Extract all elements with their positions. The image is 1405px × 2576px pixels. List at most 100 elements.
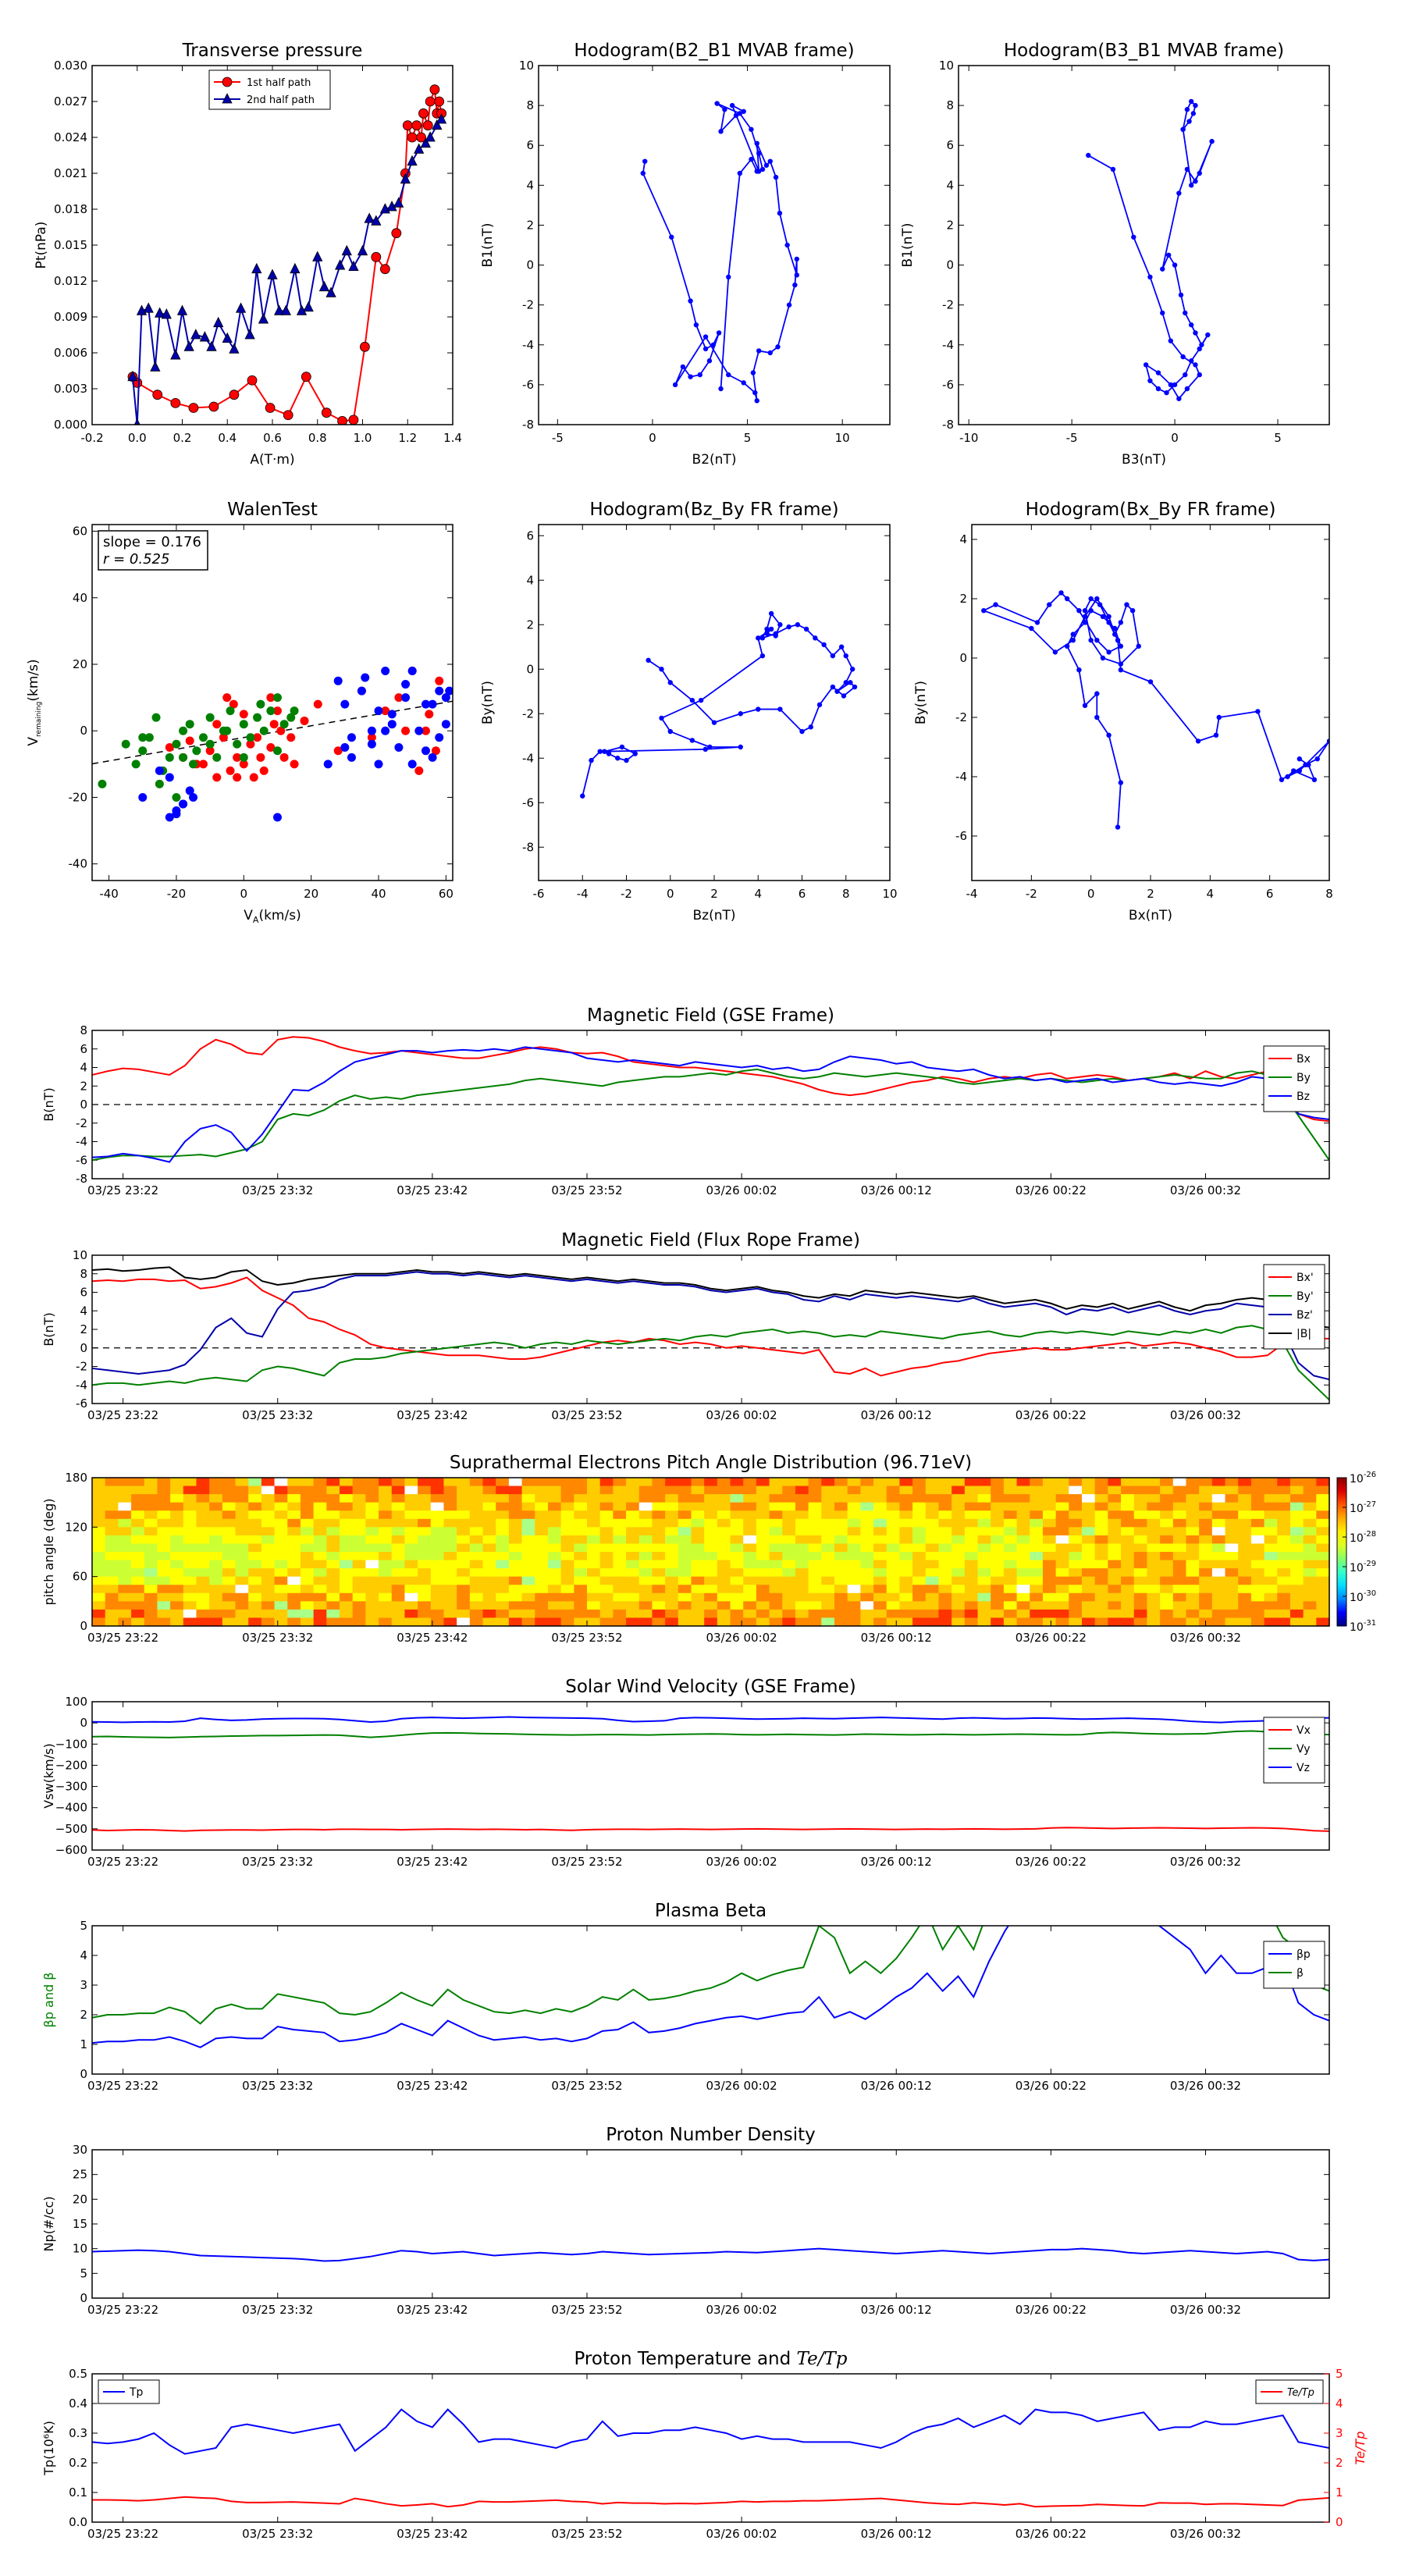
pad-cell [977, 1552, 991, 1561]
pad-xtick-label: 03/26 00:32 [1170, 1631, 1241, 1645]
pad-cell [691, 1502, 705, 1511]
pad-cell [1225, 1502, 1239, 1511]
pad-cell [1069, 1494, 1083, 1503]
pad-cell [379, 1485, 393, 1495]
pad-cell [1042, 1585, 1057, 1594]
tp-point [176, 304, 188, 315]
pad-cell [131, 1601, 145, 1610]
pad-cell [469, 1494, 484, 1503]
beta-legend [1263, 1941, 1325, 1989]
bfr-series-Bz'-line [92, 1271, 1329, 1381]
pad-cell [1069, 1485, 1083, 1495]
pad-cell [535, 1568, 549, 1578]
pad-cell [964, 1592, 979, 1602]
tp2-ytick-right-label: 5 [1336, 2367, 1343, 2381]
pad-cell [1160, 1494, 1174, 1503]
walen-point [253, 733, 262, 742]
pad-cell [691, 1609, 705, 1619]
walen-point [367, 726, 376, 735]
tp2-ytick-right-label: 2 [1336, 2456, 1343, 2470]
walen-point [138, 733, 148, 742]
pad-cell [730, 1502, 744, 1511]
h31-point [1205, 332, 1211, 338]
walen-point [229, 699, 238, 709]
pad-cell [1160, 1478, 1174, 1487]
h21-point [706, 358, 713, 364]
pad-cell [1147, 1585, 1161, 1594]
pad-cell [404, 1510, 418, 1520]
pad-cell [508, 1585, 523, 1594]
pad-cell [925, 1485, 940, 1495]
bgse-xtick-label: 03/25 23:52 [551, 1183, 622, 1197]
tp-point [436, 113, 447, 124]
pad-cell [678, 1510, 692, 1520]
tp-point [348, 260, 359, 272]
pad-cell [1030, 1568, 1044, 1578]
pad-cell [535, 1494, 549, 1503]
pad-cell [521, 1617, 535, 1627]
hzy-point [738, 711, 743, 717]
pad-cell [1094, 1543, 1108, 1553]
pad-cell [535, 1617, 549, 1627]
pad-cell [1303, 1535, 1317, 1545]
pad-cell [691, 1478, 705, 1487]
bfr-xtick-label: 03/25 23:42 [397, 1408, 468, 1422]
pad-cell [1042, 1560, 1057, 1569]
hxy-point [1064, 596, 1070, 602]
pad-cell [834, 1527, 848, 1536]
pad-cell [587, 1527, 601, 1536]
beta-legend-label: β [1297, 1967, 1304, 1980]
np-ytick-label: 30 [73, 2143, 87, 2157]
walen-point [155, 779, 164, 788]
pad-cell [1016, 1494, 1030, 1503]
pad-cell [340, 1552, 354, 1561]
pad-cell [430, 1478, 445, 1487]
pad-cell [938, 1494, 952, 1503]
walen-xtick-label: 60 [439, 887, 454, 901]
h21-series-0-line [642, 102, 798, 401]
pad-cell [1133, 1478, 1148, 1487]
pad-cell [638, 1609, 653, 1619]
pad-cell [821, 1494, 835, 1503]
hzy-point [667, 728, 673, 735]
bgse-legend [1263, 1045, 1325, 1112]
pad-cell [1042, 1535, 1057, 1545]
pad-cell [652, 1478, 666, 1487]
pad-cell [196, 1560, 210, 1569]
pad-cell [443, 1535, 457, 1545]
pad-cell [1238, 1485, 1252, 1495]
pad-cell [521, 1568, 535, 1578]
pad-cell [418, 1502, 432, 1511]
walen-annotation-r: r = 0.525 [103, 551, 169, 568]
pad-cell [1172, 1478, 1187, 1487]
h21-point [741, 380, 746, 386]
pad-cell [1042, 1494, 1057, 1503]
pad-cell [365, 1592, 379, 1602]
pad-cell [860, 1502, 874, 1511]
pad-cell [1094, 1601, 1108, 1610]
hxy-point [1213, 732, 1219, 738]
pad-cell [352, 1502, 366, 1511]
pad-cell [847, 1576, 861, 1585]
pad-cell [574, 1478, 588, 1487]
pad-cell [222, 1502, 237, 1511]
pad-cell [391, 1560, 406, 1569]
vsw-xtick-label: 03/25 23:32 [242, 1855, 313, 1869]
pad-cell [873, 1478, 887, 1487]
pad-cell [991, 1560, 1005, 1569]
pad-cell [1069, 1585, 1083, 1594]
pad-cell [547, 1592, 562, 1602]
tp-frame [91, 65, 454, 425]
pad-cell [443, 1552, 457, 1561]
pad-cell [1133, 1535, 1148, 1545]
pad-cell [547, 1527, 562, 1536]
pad-cell [1055, 1494, 1069, 1503]
tp-point [434, 96, 445, 107]
pad-cell [1238, 1568, 1252, 1578]
pad-cell [912, 1478, 927, 1487]
pad-cell [521, 1609, 535, 1619]
hxy-ylabel: By(nT) [913, 681, 929, 724]
pad-cell [183, 1585, 197, 1594]
pad-cell [1055, 1601, 1069, 1610]
hxy-point [1034, 620, 1040, 625]
